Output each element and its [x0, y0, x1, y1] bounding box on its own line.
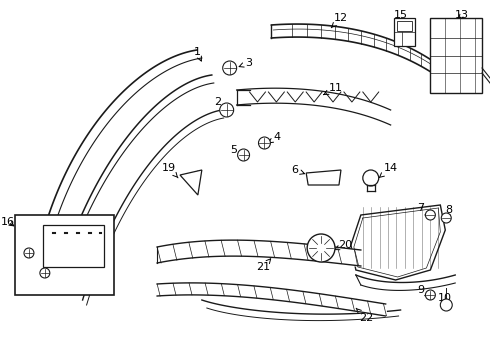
Polygon shape [306, 170, 341, 185]
Text: 3: 3 [239, 58, 252, 68]
Circle shape [238, 149, 249, 161]
Text: 19: 19 [162, 163, 178, 178]
Text: 15: 15 [393, 10, 408, 23]
Circle shape [223, 61, 237, 75]
Text: 7: 7 [417, 203, 430, 216]
Circle shape [441, 299, 452, 311]
Text: 12: 12 [331, 13, 348, 28]
Text: 8: 8 [446, 205, 453, 219]
Text: 4: 4 [269, 132, 281, 143]
Text: 16: 16 [1, 217, 15, 227]
Circle shape [425, 290, 435, 300]
Polygon shape [180, 170, 202, 195]
Text: 13: 13 [455, 10, 469, 20]
Text: 22: 22 [356, 308, 373, 323]
Text: 1: 1 [194, 47, 201, 61]
Text: 9: 9 [417, 285, 430, 296]
Circle shape [441, 213, 451, 223]
Text: 20: 20 [335, 240, 352, 250]
Text: 18: 18 [31, 260, 45, 270]
Text: 17: 17 [14, 240, 29, 253]
Circle shape [220, 103, 234, 117]
Circle shape [307, 234, 335, 262]
FancyBboxPatch shape [430, 18, 482, 93]
FancyBboxPatch shape [15, 215, 114, 295]
Text: 6: 6 [291, 165, 304, 175]
Circle shape [40, 268, 50, 278]
Text: 5: 5 [230, 145, 243, 157]
Text: 2: 2 [214, 97, 226, 112]
Circle shape [363, 170, 379, 186]
FancyBboxPatch shape [393, 18, 416, 46]
Text: 14: 14 [379, 163, 398, 177]
Circle shape [259, 137, 270, 149]
Circle shape [425, 210, 435, 220]
Text: 11: 11 [323, 83, 343, 95]
Circle shape [24, 248, 34, 258]
Text: 21: 21 [256, 259, 271, 272]
Text: 10: 10 [438, 293, 452, 307]
Polygon shape [351, 205, 445, 280]
